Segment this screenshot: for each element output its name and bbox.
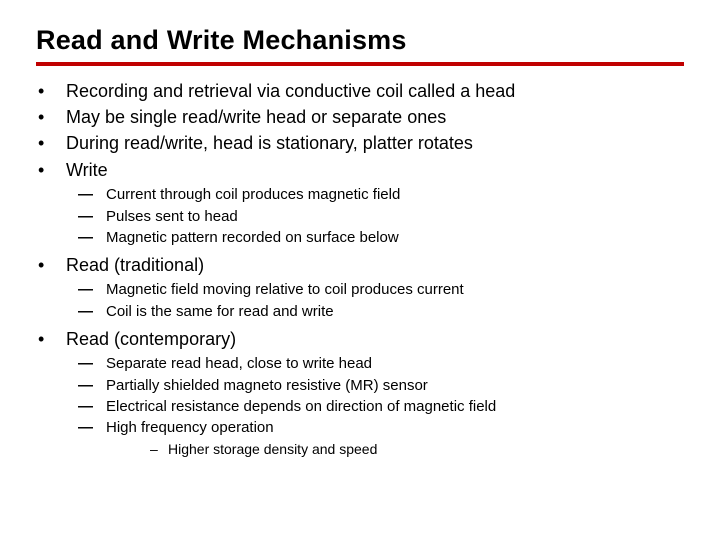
bullet-icon: — <box>78 228 106 248</box>
list-level-2: —Current through coil produces magnetic … <box>36 185 684 248</box>
slide: Read and Write Mechanisms •Recording and… <box>0 0 720 540</box>
bullet-icon: • <box>36 254 66 277</box>
list-level-1: •Recording and retrieval via conductive … <box>36 80 684 459</box>
list-item: •May be single read/write head or separa… <box>36 106 684 129</box>
list-level-3: –Higher storage density and speed <box>78 440 684 459</box>
list-item-text: Partially shielded magneto resistive (MR… <box>106 376 684 396</box>
list-item: —Magnetic pattern recorded on surface be… <box>78 228 684 248</box>
bullet-icon: — <box>78 185 106 205</box>
list-item: –Higher storage density and speed <box>150 440 684 459</box>
list-item-text: Read (contemporary) <box>66 328 684 351</box>
list-item: —Electrical resistance depends on direct… <box>78 397 684 417</box>
list-item-text: Magnetic pattern recorded on surface bel… <box>106 228 684 248</box>
bullet-icon: — <box>78 207 106 227</box>
bullet-icon: — <box>78 354 106 374</box>
list-item-text: High frequency operation <box>106 418 684 438</box>
bullet-icon: – <box>150 440 168 459</box>
slide-content: •Recording and retrieval via conductive … <box>36 80 684 459</box>
list-item-text: Recording and retrieval via conductive c… <box>66 80 684 103</box>
list-item: •During read/write, head is stationary, … <box>36 132 684 155</box>
list-item-text: Higher storage density and speed <box>168 440 684 459</box>
list-item-text: Read (traditional) <box>66 254 684 277</box>
list-level-2: —Magnetic field moving relative to coil … <box>36 280 684 322</box>
title-rule <box>36 62 684 66</box>
bullet-icon: — <box>78 302 106 322</box>
list-level-2: —Separate read head, close to write head… <box>36 354 684 459</box>
bullet-icon: • <box>36 132 66 155</box>
bullet-icon: • <box>36 106 66 129</box>
bullet-icon: • <box>36 80 66 103</box>
list-item: —Pulses sent to head <box>78 207 684 227</box>
bullet-icon: — <box>78 418 106 438</box>
list-item-text: Electrical resistance depends on directi… <box>106 397 684 417</box>
list-item-text: Separate read head, close to write head <box>106 354 684 374</box>
list-item: •Read (contemporary) <box>36 328 684 351</box>
list-item: —Magnetic field moving relative to coil … <box>78 280 684 300</box>
bullet-icon: — <box>78 397 106 417</box>
list-item-text: During read/write, head is stationary, p… <box>66 132 684 155</box>
list-item-text: Pulses sent to head <box>106 207 684 227</box>
bullet-icon: — <box>78 376 106 396</box>
list-item: —Separate read head, close to write head <box>78 354 684 374</box>
list-item: —Partially shielded magneto resistive (M… <box>78 376 684 396</box>
bullet-icon: • <box>36 159 66 182</box>
list-item: —Current through coil produces magnetic … <box>78 185 684 205</box>
bullet-icon: • <box>36 328 66 351</box>
list-item: —Coil is the same for read and write <box>78 302 684 322</box>
list-item-text: Write <box>66 159 684 182</box>
list-item-text: Coil is the same for read and write <box>106 302 684 322</box>
list-item: •Read (traditional) <box>36 254 684 277</box>
list-item-text: May be single read/write head or separat… <box>66 106 684 129</box>
list-item: —High frequency operation <box>78 418 684 438</box>
list-item-text: Current through coil produces magnetic f… <box>106 185 684 205</box>
bullet-icon: — <box>78 280 106 300</box>
slide-title: Read and Write Mechanisms <box>36 26 684 56</box>
list-item: •Write <box>36 159 684 182</box>
list-item-text: Magnetic field moving relative to coil p… <box>106 280 684 300</box>
list-item: •Recording and retrieval via conductive … <box>36 80 684 103</box>
